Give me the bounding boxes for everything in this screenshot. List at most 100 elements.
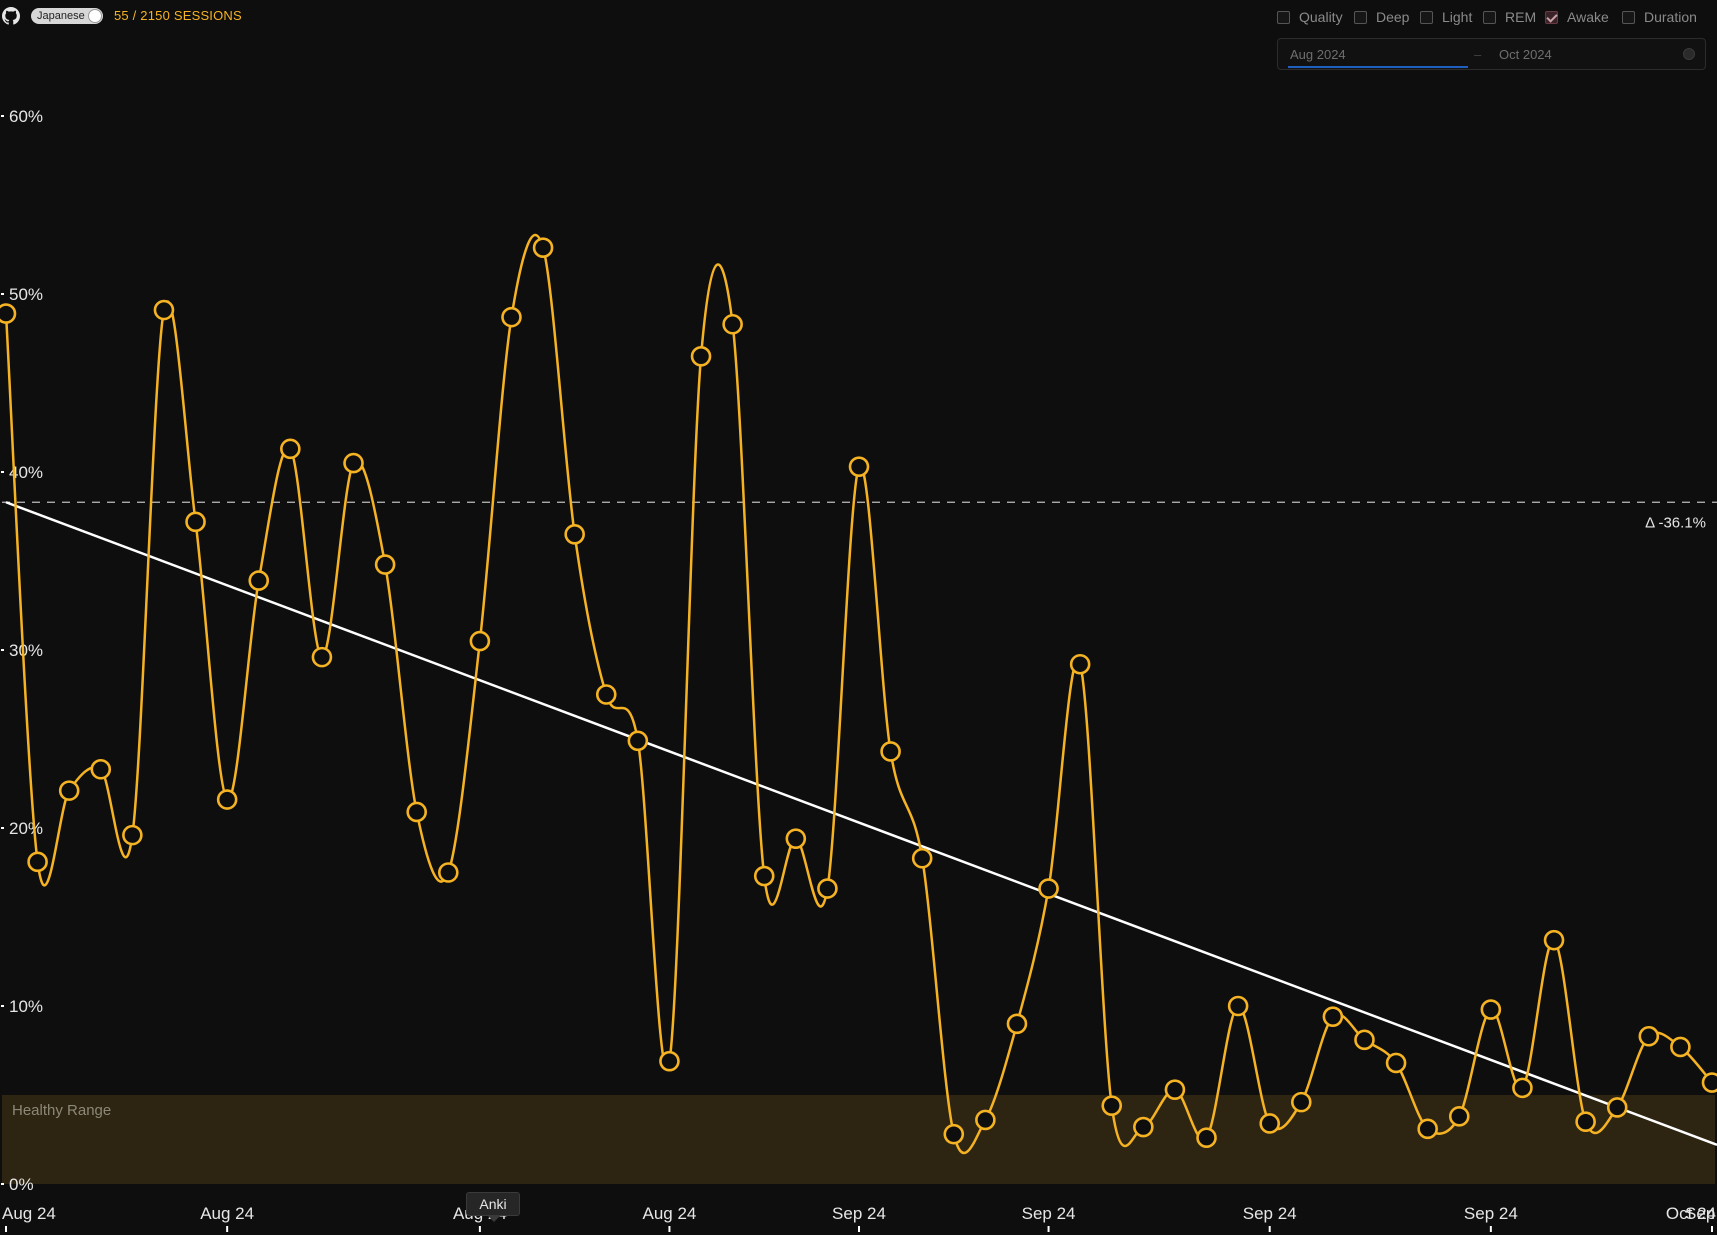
metric-duration[interactable]: Duration [1622, 6, 1697, 28]
metric-label: Duration [1644, 9, 1697, 25]
data-point[interactable] [1512, 1077, 1533, 1099]
date-start-input[interactable]: Aug 2024 [1290, 47, 1346, 62]
data-point[interactable] [90, 758, 112, 780]
language-toggle[interactable]: Japanese [31, 8, 103, 24]
data-point[interactable] [27, 851, 48, 873]
healthy-range-band [2, 1095, 1715, 1184]
data-point[interactable] [1322, 1006, 1344, 1027]
data-point[interactable] [406, 801, 428, 823]
data-point[interactable] [880, 741, 901, 762]
data-point[interactable] [1670, 1036, 1691, 1058]
data-point[interactable] [1290, 1091, 1312, 1113]
data-point[interactable] [1638, 1025, 1660, 1047]
data-point[interactable] [1196, 1127, 1217, 1149]
y-tick-label: 60% [9, 107, 43, 126]
deep-checkbox[interactable] [1354, 10, 1367, 24]
data-point[interactable] [0, 303, 17, 324]
metric-awake[interactable]: Awake [1545, 6, 1609, 28]
data-point[interactable] [817, 878, 838, 899]
x-tick-label: Sep 24 [832, 1204, 886, 1223]
clear-icon[interactable] [1683, 48, 1695, 60]
data-point[interactable] [501, 306, 522, 328]
x-tick-label: Sep 24 [1464, 1204, 1518, 1223]
data-point[interactable] [1133, 1116, 1154, 1138]
quality-checkbox[interactable] [1277, 10, 1290, 24]
date-range-picker[interactable]: Aug 2024 – Oct 2024 [1277, 38, 1706, 70]
light-checkbox[interactable] [1420, 10, 1433, 24]
data-point[interactable] [1417, 1118, 1438, 1140]
data-point[interactable] [848, 456, 870, 477]
data-point[interactable] [659, 1050, 680, 1072]
data-point[interactable] [911, 847, 933, 869]
data-point[interactable] [1227, 995, 1249, 1017]
data-point[interactable] [122, 824, 143, 846]
data-point[interactable] [1385, 1052, 1407, 1074]
data-point[interactable] [58, 780, 80, 801]
data-point[interactable] [248, 570, 270, 591]
healthy-range-label: Healthy Range [12, 1102, 111, 1119]
x-tick-label: Sep 24 [1685, 1204, 1717, 1223]
data-point[interactable] [532, 237, 554, 259]
y-tick-label: 30% [9, 641, 43, 660]
x-tick-label: Sep 24 [1022, 1204, 1076, 1223]
y-tick-label: 20% [9, 819, 43, 838]
metric-light[interactable]: Light [1420, 6, 1472, 28]
trend-line [5, 501, 1717, 1147]
rem-checkbox[interactable] [1483, 10, 1496, 24]
data-point[interactable] [722, 313, 743, 335]
data-point[interactable] [153, 299, 175, 321]
data-point[interactable] [1164, 1079, 1186, 1100]
y-tick-label: 0% [9, 1175, 34, 1194]
metric-quality[interactable]: Quality [1277, 6, 1343, 28]
y-tick-label: 40% [9, 463, 43, 482]
data-point[interactable] [437, 862, 459, 883]
github-icon[interactable] [2, 7, 20, 25]
data-point[interactable] [343, 452, 364, 474]
data-point[interactable] [1606, 1097, 1628, 1118]
metric-rem[interactable]: REM [1483, 6, 1536, 28]
data-point[interactable] [1701, 1072, 1717, 1093]
data-point[interactable] [1006, 1013, 1028, 1035]
x-tick-label: Aug 24 [200, 1204, 254, 1223]
data-point[interactable] [1448, 1106, 1470, 1127]
data-point[interactable] [975, 1109, 996, 1131]
data-point[interactable] [280, 438, 301, 460]
x-tick-label: Oct 24 [1666, 1204, 1716, 1223]
data-point[interactable] [564, 523, 585, 545]
metric-label: Quality [1299, 9, 1343, 25]
date-end-input[interactable]: Oct 2024 [1499, 47, 1552, 62]
data-point[interactable] [311, 646, 333, 668]
data-point[interactable] [469, 630, 491, 652]
metric-label: Awake [1567, 9, 1609, 25]
data-point[interactable] [1575, 1111, 1596, 1132]
data-point[interactable] [1543, 929, 1565, 951]
data-point[interactable] [595, 684, 617, 705]
data-point[interactable] [627, 730, 649, 752]
date-separator: – [1474, 47, 1482, 62]
data-point[interactable] [1038, 878, 1059, 899]
data-point[interactable] [753, 865, 775, 887]
data-point[interactable] [1354, 1029, 1375, 1051]
series-line [4, 233, 1713, 1155]
tooltip: Anki [466, 1192, 520, 1222]
data-point[interactable] [374, 554, 396, 575]
data-point[interactable] [690, 345, 712, 367]
y-axis: 60% 50% 40% 30% 20% 10% 0% [1, 107, 43, 1194]
data-point[interactable] [1069, 653, 1091, 675]
data-point[interactable] [185, 511, 206, 533]
data-point[interactable] [1259, 1113, 1281, 1134]
data-point[interactable] [785, 828, 807, 849]
data-point[interactable] [1101, 1095, 1123, 1116]
y-tick-label: 10% [9, 997, 43, 1016]
duration-checkbox[interactable] [1622, 10, 1635, 24]
metric-deep[interactable]: Deep [1354, 6, 1409, 28]
data-point[interactable] [1480, 999, 1502, 1020]
data-point[interactable] [216, 789, 238, 810]
data-point[interactable] [943, 1123, 965, 1145]
awake-checkbox[interactable] [1545, 10, 1558, 24]
x-tick-label: Sep 24 [1243, 1204, 1297, 1223]
active-input-underline [1288, 66, 1468, 68]
y-tick-label: 50% [9, 285, 43, 304]
